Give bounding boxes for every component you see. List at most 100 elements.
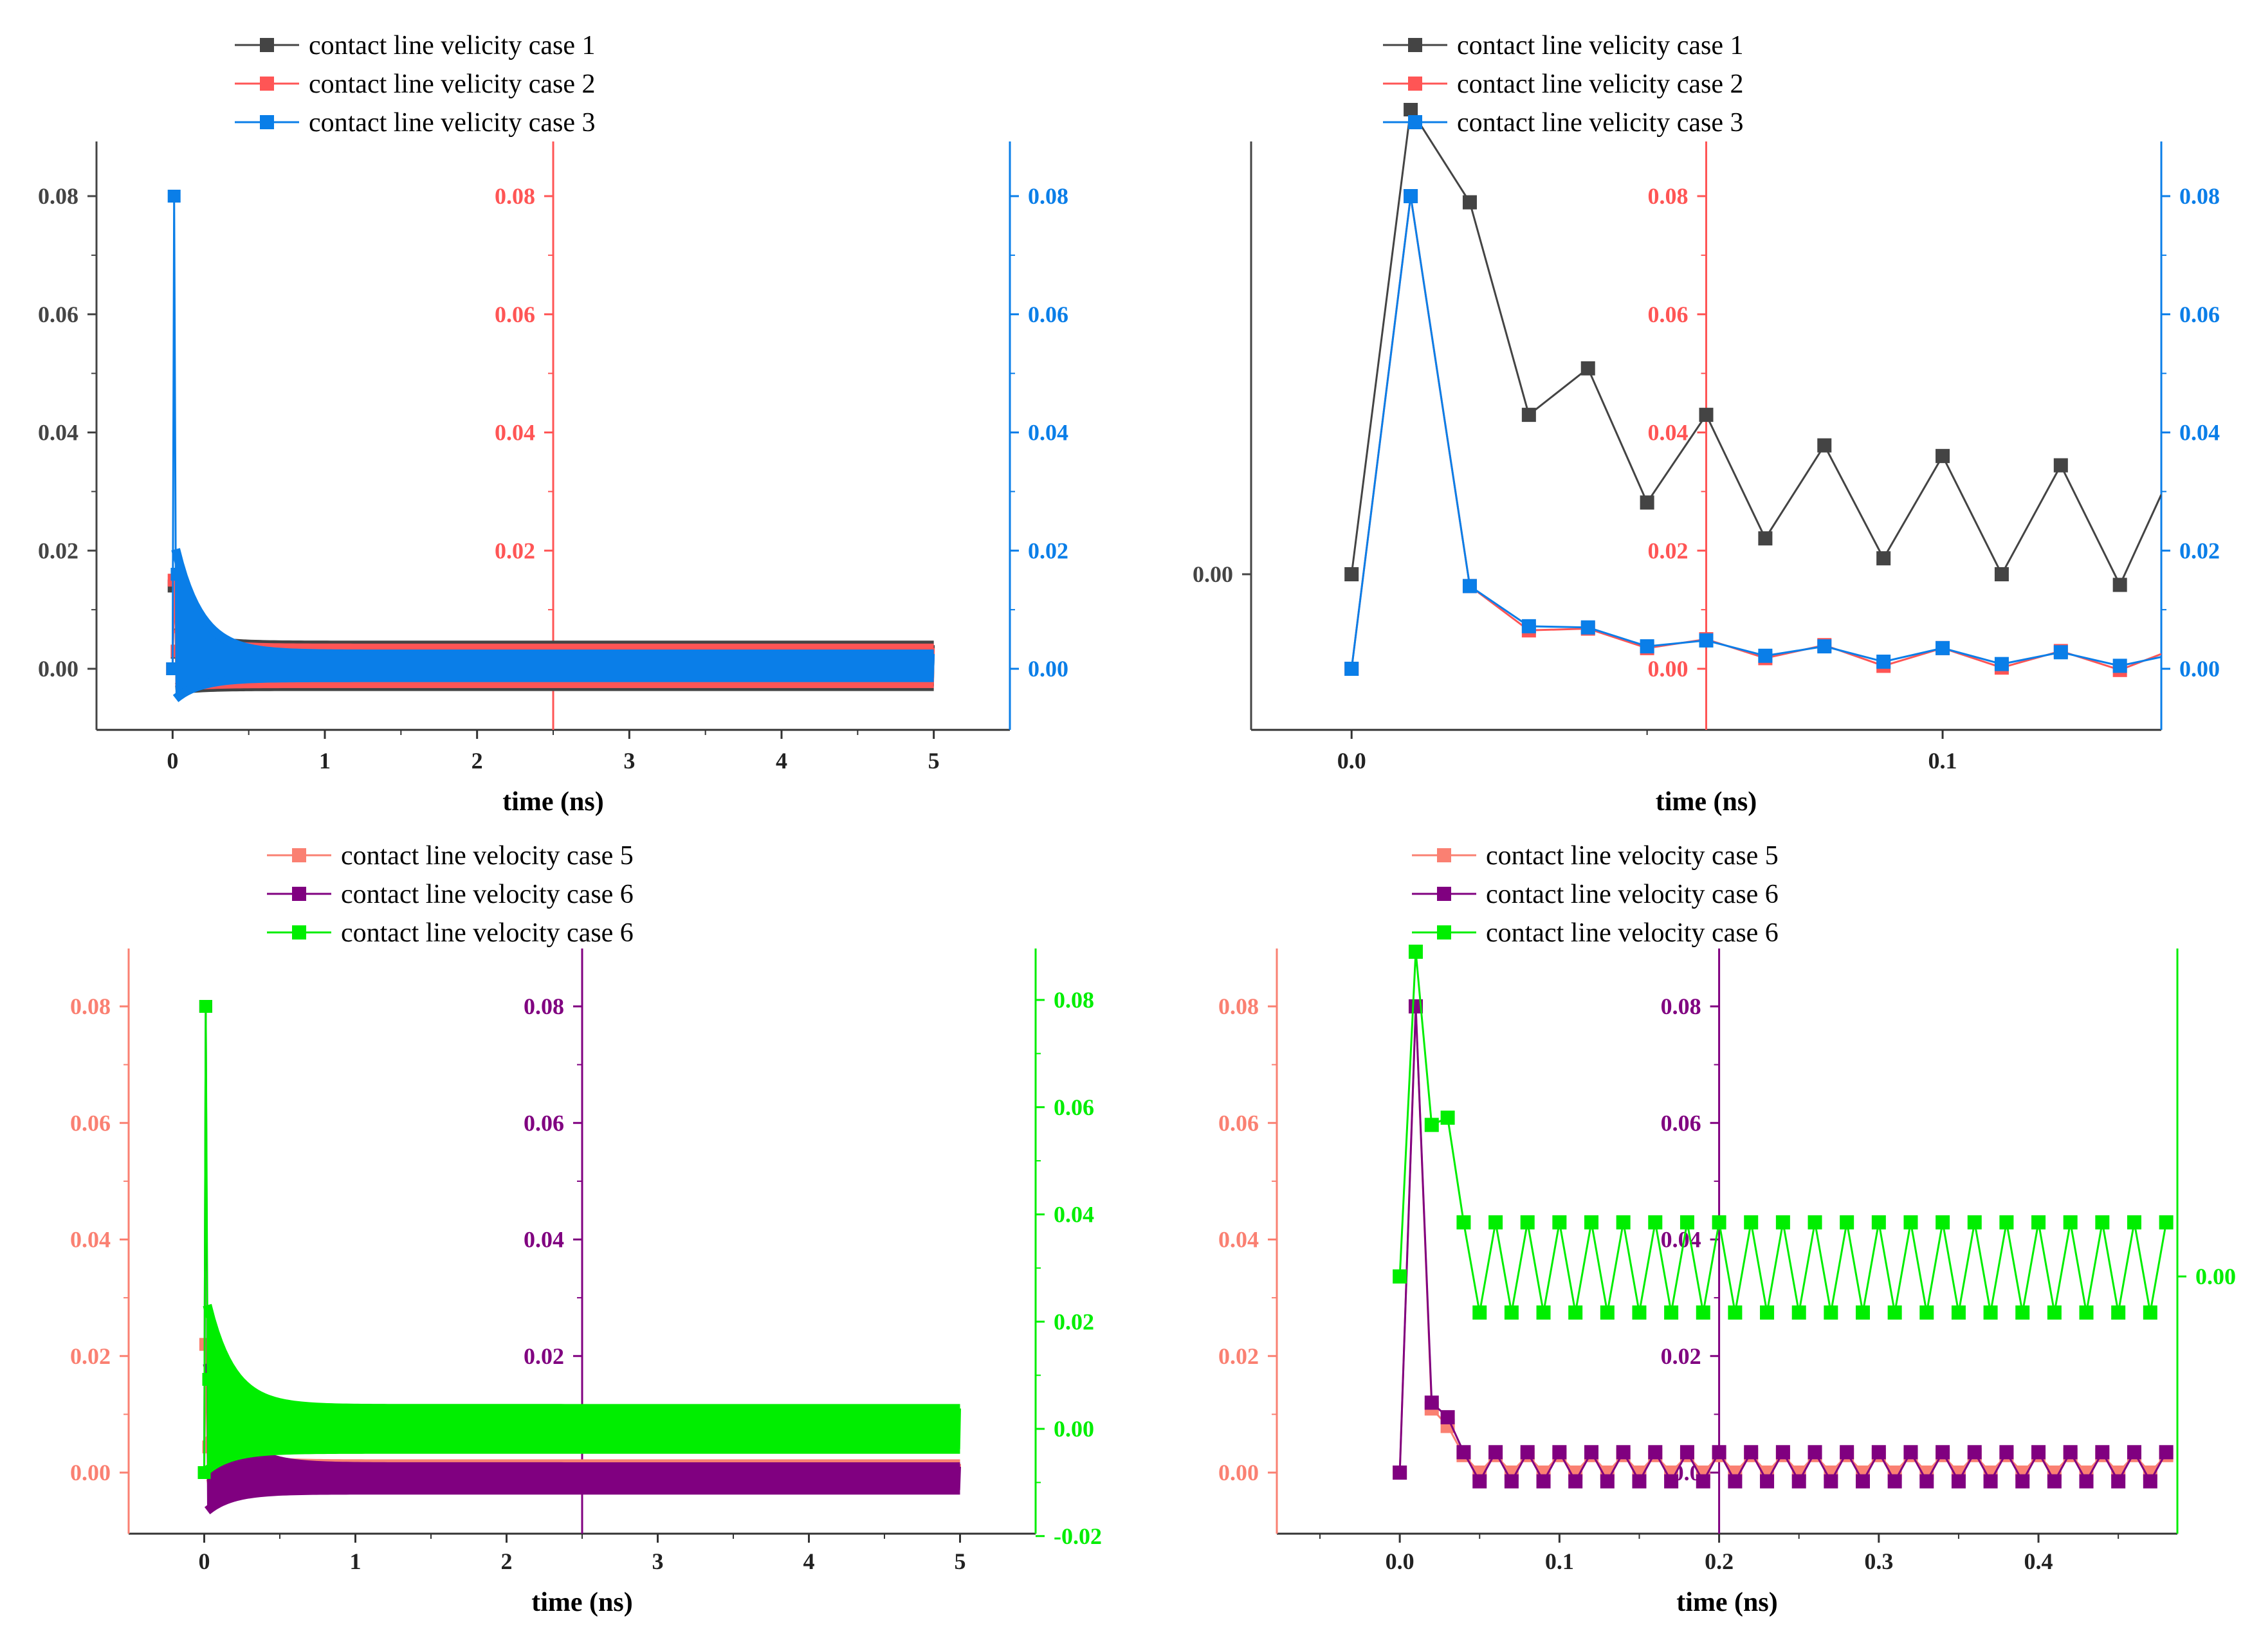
- data-point: [2159, 1445, 2174, 1460]
- x-tick-label: 0: [199, 1548, 210, 1574]
- data-point: [1936, 1445, 1950, 1460]
- y-tick-label: 0.04: [1028, 420, 1068, 446]
- data-point: [2047, 1474, 2062, 1489]
- data-point: [1344, 567, 1359, 581]
- y-tick-label: 0.06: [1648, 302, 1689, 327]
- data-point: [1775, 1445, 1790, 1460]
- data-point: [1520, 1445, 1535, 1460]
- data-point: [1999, 1215, 2014, 1230]
- y-tick-label: 0.06: [495, 302, 535, 327]
- data-point: [1648, 1215, 1663, 1230]
- y-tick-label: 0.00: [38, 656, 78, 682]
- series-2: [1344, 189, 2161, 677]
- y-tick-label: 0.02: [495, 538, 535, 563]
- legend-marker: [292, 887, 306, 901]
- series-upper-envelope: [173, 622, 934, 650]
- y-tick-label: 0.04: [1054, 1202, 1094, 1228]
- y-tick-label: 0.04: [38, 420, 78, 446]
- series-upper-envelope: [171, 548, 934, 659]
- x-axis-title: time (ns): [502, 787, 603, 817]
- data-point: [1568, 1305, 1583, 1320]
- data-point: [1758, 531, 1773, 546]
- chart-top-right: 0.0 0.1 time (ns) 0.00 0.00 0.02 0.04 0.06 0.08 0…: [1193, 31, 2220, 817]
- data-point: [199, 1000, 212, 1013]
- y-tick-label: 0.00: [1193, 561, 1233, 587]
- data-point: [1616, 1215, 1631, 1230]
- x-tick-label: 4: [776, 748, 787, 774]
- data-point: [1887, 1305, 1902, 1320]
- y-tick-label: 0.06: [1218, 1110, 1259, 1136]
- data-point: [1744, 1215, 1759, 1230]
- data-point: [1424, 1395, 1439, 1410]
- series-lower-envelope: [204, 1485, 960, 1514]
- y-tick-label: 0.04: [1218, 1227, 1259, 1253]
- data-point: [1994, 567, 2009, 581]
- legend-label: contact line velocity case 5: [1486, 841, 1779, 871]
- legend-label: contact line velicity case 2: [309, 69, 595, 99]
- data-point: [1994, 657, 2009, 671]
- data-point: [1600, 1474, 1615, 1489]
- y-tick-label: 0.02: [1054, 1309, 1094, 1334]
- data-point: [1840, 1445, 1854, 1460]
- legend-label: contact line velicity case 1: [1457, 31, 1743, 60]
- legend-marker: [1437, 887, 1451, 901]
- data-point: [1775, 1215, 1790, 1230]
- data-point: [1456, 1215, 1471, 1230]
- data-point: [1758, 648, 1773, 663]
- data-point: [1408, 945, 1423, 959]
- x-tick-label: 2: [501, 1548, 513, 1574]
- data-point: [2047, 1305, 2062, 1320]
- data-point: [1580, 620, 1595, 635]
- data-point: [1344, 662, 1359, 676]
- y-tick-label: 0.04: [70, 1227, 111, 1253]
- legend: contact line velocity case 5 contact line…: [1412, 841, 1779, 948]
- series-line: [1350, 195, 2161, 671]
- data-point: [2112, 658, 2127, 673]
- data-point: [1456, 1445, 1471, 1460]
- x-tick-label: 0.2: [1705, 1548, 1734, 1574]
- series-line: [1398, 951, 2168, 1313]
- x-tick-label: 0: [167, 748, 178, 774]
- data-point: [1404, 189, 1418, 203]
- x-axis-title: time (ns): [1676, 1588, 1777, 1617]
- chart-bottom-right: 0.0 0.1 0.2 0.3 0.4 time (ns) 0.00 0.02 0.04 0.06…: [1218, 841, 2236, 1617]
- y-tick-label: 0.02: [38, 538, 78, 563]
- legend-marker: [1437, 925, 1451, 939]
- data-point: [2015, 1305, 2030, 1320]
- series-lower-envelope: [172, 673, 934, 702]
- legend: contact line velicity case 1 contact line…: [235, 31, 595, 138]
- data-point: [1824, 1474, 1838, 1489]
- data-point: [1760, 1305, 1775, 1320]
- x-tick-label: 0.1: [1545, 1548, 1574, 1574]
- data-point: [1640, 495, 1654, 510]
- data-point: [1887, 1474, 1902, 1489]
- data-point: [1744, 1445, 1759, 1460]
- data-point: [1488, 1445, 1503, 1460]
- data-point: [2079, 1305, 2094, 1320]
- x-tick-label: 1: [350, 1548, 362, 1574]
- y-tick-label: 0.02: [2179, 538, 2220, 563]
- data-point: [1521, 619, 1536, 633]
- y-tick-label: 0.04: [1648, 420, 1689, 446]
- series-lower-envelope: [204, 1444, 960, 1474]
- data-point: [1580, 361, 1595, 376]
- data-point: [1967, 1445, 1982, 1460]
- series-lower-envelope: [175, 678, 934, 693]
- data-point: [1440, 1410, 1455, 1424]
- series-1: [1344, 103, 2161, 592]
- y-tick-label: 0.06: [1028, 302, 1068, 327]
- y-tick-label: 0.00: [1218, 1460, 1259, 1485]
- data-point: [197, 1466, 211, 1479]
- y-tick-label: 0.06: [1054, 1094, 1094, 1120]
- y-tick-label: 0.08: [38, 183, 78, 209]
- y-tick-label: 0.08: [70, 994, 111, 1019]
- legend-marker: [1408, 38, 1422, 52]
- data-point: [1536, 1305, 1551, 1320]
- y-tick-label: 0.08: [524, 994, 564, 1019]
- legend-marker: [292, 848, 306, 862]
- x-tick-label: 1: [319, 748, 331, 774]
- legend-label: contact line velocity case 6: [341, 918, 634, 948]
- series-3: [166, 190, 935, 702]
- data-point: [1791, 1474, 1806, 1489]
- data-point: [1568, 1474, 1583, 1489]
